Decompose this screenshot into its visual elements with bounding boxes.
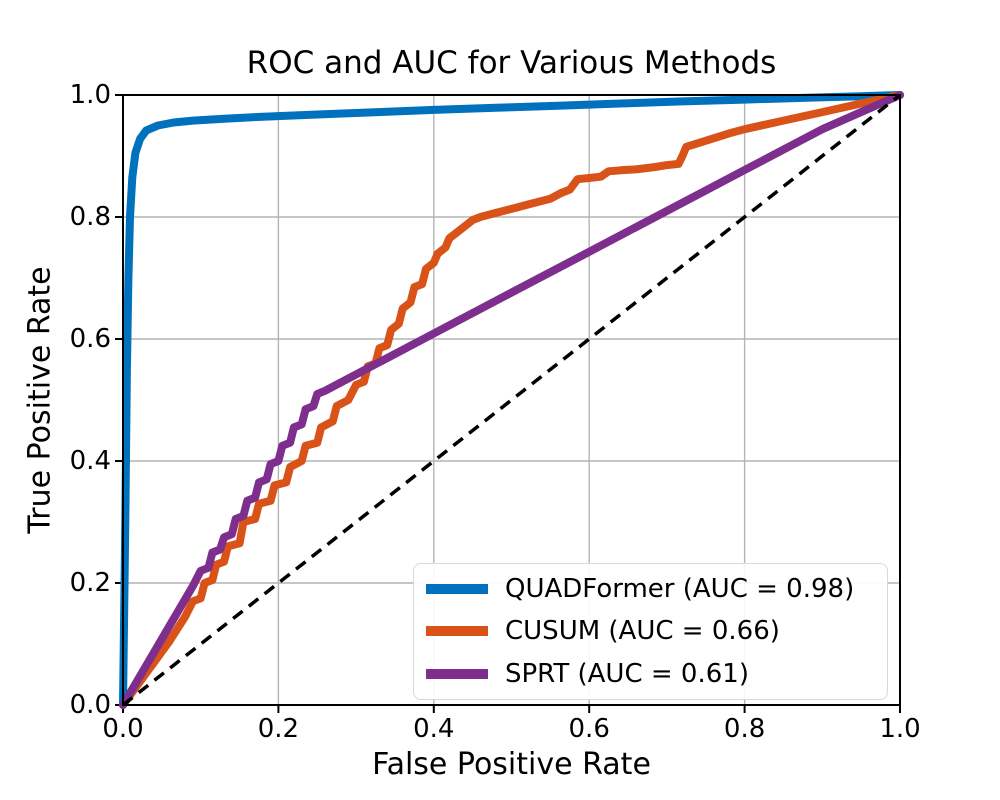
- series-line-sprt: [119, 91, 904, 709]
- y-tick-label: 0.2: [69, 568, 111, 598]
- legend-label-quadformer: QUADFormer (AUC = 0.98): [505, 574, 855, 605]
- chance-diagonal: [121, 93, 902, 707]
- x-tick-label: 0.8: [723, 714, 766, 744]
- chart-title: ROC and AUC for Various Methods: [246, 45, 777, 81]
- y-tick-label: 0.6: [69, 324, 111, 354]
- legend-item-sprt: SPRT (AUC = 0.61): [426, 659, 887, 689]
- y-axis-label-text: True Positive Rate: [22, 266, 58, 534]
- series-line-cusum: [119, 91, 904, 709]
- y-tick-label: 0.0: [69, 690, 111, 720]
- x-tick-label: 0.2: [257, 714, 300, 744]
- x-tick-label: 0.0: [102, 714, 144, 744]
- y-tick-label: 0.8: [69, 202, 111, 232]
- legend-swatch-cusum: [426, 626, 488, 637]
- legend-item-quadformer: QUADFormer (AUC = 0.98): [426, 574, 887, 604]
- x-tick-label: 1.0: [879, 714, 921, 744]
- legend-label-sprt: SPRT (AUC = 0.61): [505, 658, 749, 689]
- x-axis-label: False Positive Rate: [372, 747, 651, 782]
- legend: QUADFormer (AUC = 0.98) CUSUM (AUC = 0.6…: [413, 563, 888, 700]
- y-tick-label: 1.0: [69, 80, 111, 110]
- y-tick-label: 0.4: [69, 446, 111, 476]
- legend-swatch-quadformer: [426, 584, 488, 595]
- legend-item-cusum: CUSUM (AUC = 0.66): [426, 616, 887, 646]
- x-tick-label: 0.6: [568, 714, 610, 744]
- series-line-quadformer: [119, 91, 904, 709]
- axes-spines: [122, 94, 901, 706]
- legend-swatch-sprt: [426, 668, 488, 679]
- legend-label-cusum: CUSUM (AUC = 0.66): [505, 616, 780, 647]
- x-tick-label: 0.4: [413, 714, 455, 744]
